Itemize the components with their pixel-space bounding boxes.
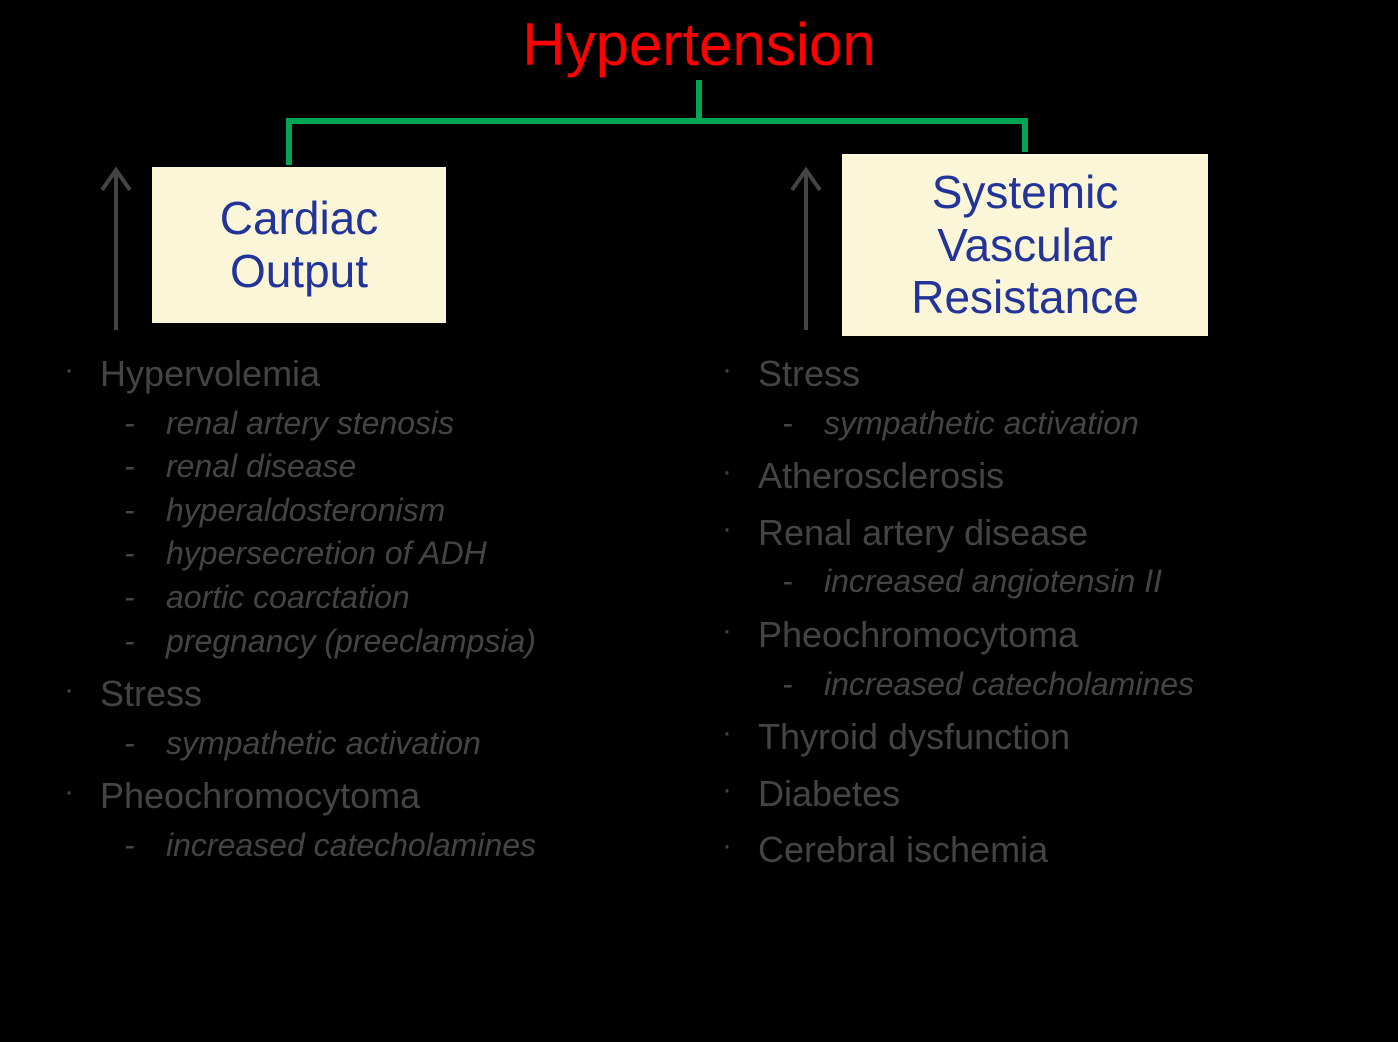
bullet-row: ·Diabetes (722, 770, 1302, 819)
systemic-vascular-resistance-box: SystemicVascularResistance (840, 152, 1210, 338)
sub-item: -hyperaldosteronism (124, 490, 644, 532)
sub-label: sympathetic activation (166, 723, 481, 765)
sub-label: renal disease (166, 446, 356, 488)
connector-horizontal (286, 118, 1028, 124)
bullet-label: Stress (100, 670, 202, 719)
bullet-label: Thyroid dysfunction (758, 713, 1070, 762)
sub-label: hyperaldosteronism (166, 490, 445, 532)
bullet-dot-icon: · (722, 826, 758, 867)
dash-icon: - (124, 723, 166, 765)
list-item: ·Atherosclerosis (722, 452, 1302, 501)
bullet-dot-icon: · (722, 452, 758, 493)
dash-icon: - (124, 403, 166, 445)
systemic-vascular-resistance-list: ·Stress-sympathetic activation·Atheroscl… (722, 350, 1302, 883)
dash-icon: - (124, 825, 166, 867)
bullet-dot-icon: · (64, 670, 100, 711)
sub-item: -sympathetic activation (782, 403, 1302, 445)
bullet-dot-icon: · (722, 713, 758, 754)
bullet-label: Hypervolemia (100, 350, 320, 399)
bullet-row: ·Thyroid dysfunction (722, 713, 1302, 762)
sub-label: sympathetic activation (824, 403, 1139, 445)
bullet-label: Diabetes (758, 770, 900, 819)
sub-item: -sympathetic activation (124, 723, 644, 765)
bullet-dot-icon: · (722, 350, 758, 391)
bullet-label: Pheochromocytoma (100, 772, 420, 821)
list-item: ·Thyroid dysfunction (722, 713, 1302, 762)
bullet-dot-icon: · (722, 611, 758, 652)
bullet-label: Pheochromocytoma (758, 611, 1078, 660)
sub-label: increased catecholamines (166, 825, 536, 867)
list-item: ·Cerebral ischemia (722, 826, 1302, 875)
sub-label: increased catecholamines (824, 664, 1194, 706)
dash-icon: - (124, 490, 166, 532)
connector-vertical-top (696, 80, 702, 120)
sub-item: -renal disease (124, 446, 644, 488)
systemic-vascular-resistance-label: SystemicVascularResistance (911, 166, 1139, 325)
bullet-row: ·Hypervolemia (64, 350, 644, 399)
dash-icon: - (124, 577, 166, 619)
list-item: ·Pheochromocytoma-increased catecholamin… (64, 772, 644, 866)
list-item: ·Hypervolemia-renal artery stenosis-rena… (64, 350, 644, 662)
sub-label: increased angiotensin II (824, 561, 1162, 603)
bullet-dot-icon: · (64, 772, 100, 813)
bullet-dot-icon: · (722, 509, 758, 550)
sub-item: -increased catecholamines (124, 825, 644, 867)
sub-item: -pregnancy (preeclampsia) (124, 621, 644, 663)
connector-vertical-left (286, 118, 292, 166)
dash-icon: - (782, 403, 824, 445)
sub-item: -aortic coarctation (124, 577, 644, 619)
list-item: ·Pheochromocytoma-increased catecholamin… (722, 611, 1302, 705)
bullet-label: Stress (758, 350, 860, 399)
list-item: ·Stress-sympathetic activation (722, 350, 1302, 444)
cardiac-output-box: CardiacOutput (150, 165, 448, 325)
dash-icon: - (124, 446, 166, 488)
diagram-title: Hypertension (0, 10, 1398, 79)
list-item: ·Renal artery disease-increased angioten… (722, 509, 1302, 603)
bullet-label: Cerebral ischemia (758, 826, 1048, 875)
dash-icon: - (124, 533, 166, 575)
bullet-label: Renal artery disease (758, 509, 1088, 558)
bullet-row: ·Atherosclerosis (722, 452, 1302, 501)
dash-icon: - (124, 621, 166, 663)
sub-label: renal artery stenosis (166, 403, 454, 445)
bullet-row: ·Stress (722, 350, 1302, 399)
up-arrow-icon (96, 160, 136, 330)
list-item: ·Diabetes (722, 770, 1302, 819)
dash-icon: - (782, 561, 824, 603)
bullet-row: ·Renal artery disease (722, 509, 1302, 558)
sub-label: aortic coarctation (166, 577, 410, 619)
sub-item: -increased catecholamines (782, 664, 1302, 706)
list-item: ·Stress-sympathetic activation (64, 670, 644, 764)
cardiac-output-list: ·Hypervolemia-renal artery stenosis-rena… (64, 350, 644, 875)
up-arrow-icon (786, 160, 826, 330)
sub-label: hypersecretion of ADH (166, 533, 487, 575)
dash-icon: - (782, 664, 824, 706)
sub-item: -hypersecretion of ADH (124, 533, 644, 575)
bullet-row: ·Pheochromocytoma (722, 611, 1302, 660)
bullet-row: ·Stress (64, 670, 644, 719)
bullet-dot-icon: · (722, 770, 758, 811)
sub-label: pregnancy (preeclampsia) (166, 621, 536, 663)
cardiac-output-label: CardiacOutput (220, 192, 379, 298)
bullet-row: ·Cerebral ischemia (722, 826, 1302, 875)
sub-item: -increased angiotensin II (782, 561, 1302, 603)
bullet-dot-icon: · (64, 350, 100, 391)
bullet-row: ·Pheochromocytoma (64, 772, 644, 821)
bullet-label: Atherosclerosis (758, 452, 1004, 501)
sub-item: -renal artery stenosis (124, 403, 644, 445)
